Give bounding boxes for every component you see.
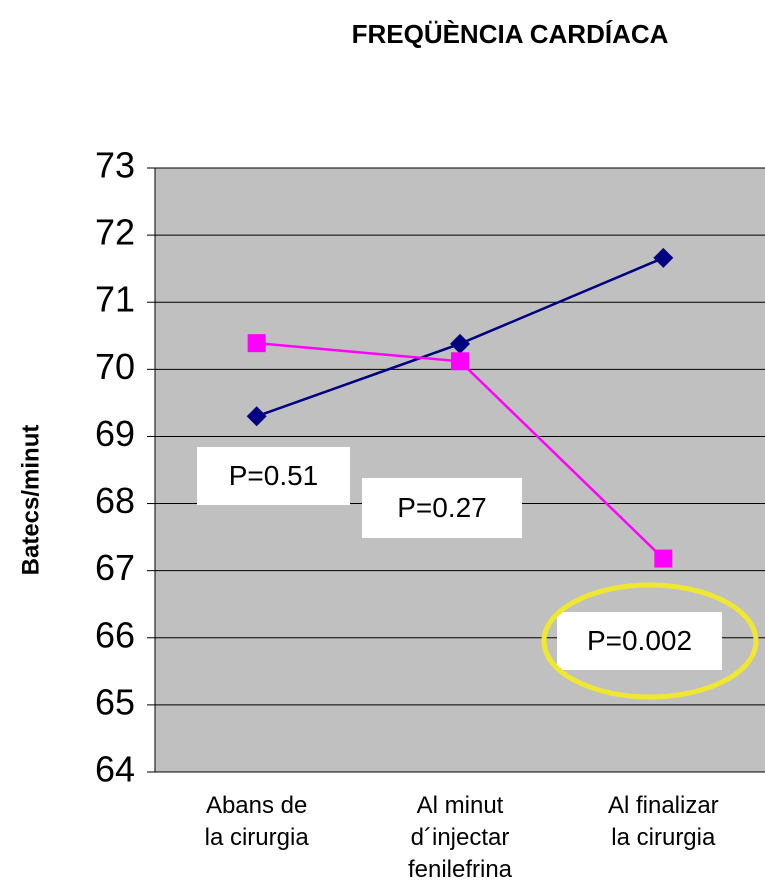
y-tick-label: 71 bbox=[95, 279, 135, 320]
chart-title: FREQÜÈNCIA CARDÍACA bbox=[352, 19, 669, 49]
marker bbox=[653, 247, 674, 268]
marker bbox=[451, 352, 469, 371]
y-tick-label: 72 bbox=[95, 212, 135, 253]
marker bbox=[247, 334, 266, 353]
y-tick-label: 64 bbox=[95, 749, 135, 790]
y-tick-label: 73 bbox=[95, 145, 135, 186]
marker bbox=[654, 549, 673, 568]
y-tick-label: 68 bbox=[95, 480, 135, 521]
y-tick-label: 67 bbox=[95, 547, 135, 588]
marker bbox=[246, 406, 267, 427]
y-tick-label: 66 bbox=[95, 614, 135, 655]
x-tick-label: Abans de la cirurgia bbox=[204, 792, 309, 851]
y-tick-label: 65 bbox=[95, 681, 135, 722]
y-tick-label: 69 bbox=[95, 413, 135, 454]
annotation: P=0.51 bbox=[197, 447, 350, 505]
x-tick-label: Al minut d´injectar fenilefrina bbox=[407, 792, 513, 883]
annotation: P=0.27 bbox=[362, 478, 522, 538]
y-tick-label: 70 bbox=[95, 346, 135, 387]
annotation: P=0.002 bbox=[557, 612, 722, 670]
marker bbox=[450, 333, 470, 354]
y-axis-label: Batecs/minut bbox=[17, 425, 44, 576]
x-tick-label: Al finalizar la cirurgia bbox=[607, 792, 719, 851]
